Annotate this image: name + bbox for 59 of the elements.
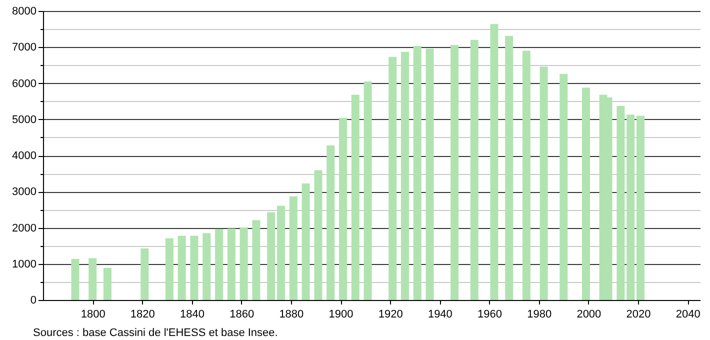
- bar: [470, 40, 478, 300]
- y-tick-label: 0: [30, 294, 36, 306]
- bar: [215, 228, 224, 300]
- bar: [490, 24, 498, 300]
- bar: [289, 196, 298, 300]
- bar: [277, 206, 286, 300]
- x-tick-label: 1860: [230, 308, 254, 320]
- bar: [267, 212, 276, 300]
- bar: [240, 227, 248, 300]
- bar: [522, 50, 530, 300]
- x-tick-label: 1980: [527, 308, 552, 320]
- bar: [582, 88, 590, 300]
- y-tick-label: 3000: [12, 186, 36, 198]
- bar: [178, 236, 186, 300]
- x-tick-label: 2040: [676, 308, 700, 320]
- bar: [560, 74, 568, 300]
- bar: [450, 44, 459, 300]
- x-tick-label: 1840: [180, 308, 204, 320]
- y-tick-label: 1000: [12, 258, 36, 270]
- x-tick-label: 1940: [428, 308, 452, 320]
- y-tick-label: 7000: [12, 42, 36, 54]
- bar: [364, 81, 372, 300]
- bar: [636, 116, 644, 300]
- bar: [626, 114, 635, 300]
- bar: [388, 56, 397, 300]
- bar: [426, 48, 434, 300]
- bar: [505, 36, 514, 300]
- bar: [302, 183, 310, 300]
- bar: [71, 258, 80, 300]
- y-tick-label: 2000: [12, 222, 36, 234]
- x-tick-label: 1820: [130, 308, 155, 320]
- x-tick-label: 1880: [279, 308, 304, 320]
- y-tick-label: 6000: [12, 78, 36, 90]
- y-tick-label: 5000: [12, 114, 36, 126]
- bar: [227, 228, 236, 300]
- bar: [190, 236, 198, 300]
- x-tick-label: 1900: [328, 308, 354, 320]
- bar: [165, 238, 174, 300]
- bar: [140, 248, 149, 300]
- y-tick-label: 8000: [12, 6, 36, 18]
- bar: [202, 233, 211, 300]
- bar: [88, 258, 97, 300]
- bar: [351, 94, 360, 300]
- bar: [400, 52, 409, 300]
- y-tick-label: 4000: [12, 150, 36, 162]
- bar: [616, 106, 625, 300]
- x-tick-label: 2020: [626, 308, 651, 320]
- bar: [103, 268, 112, 300]
- bar: [540, 66, 548, 300]
- bar: [413, 46, 422, 300]
- source-note: Sources : base Cassini de l'EHESS et base Insee.: [33, 327, 278, 339]
- x-tick-label: 1800: [80, 308, 106, 320]
- x-tick-label: 1920: [378, 308, 403, 320]
- bar: [326, 145, 335, 300]
- x-tick-label: 1960: [478, 308, 502, 320]
- bar: [252, 220, 260, 300]
- bar: [314, 170, 322, 300]
- x-tick-label: 2000: [576, 308, 602, 320]
- bar: [338, 118, 347, 300]
